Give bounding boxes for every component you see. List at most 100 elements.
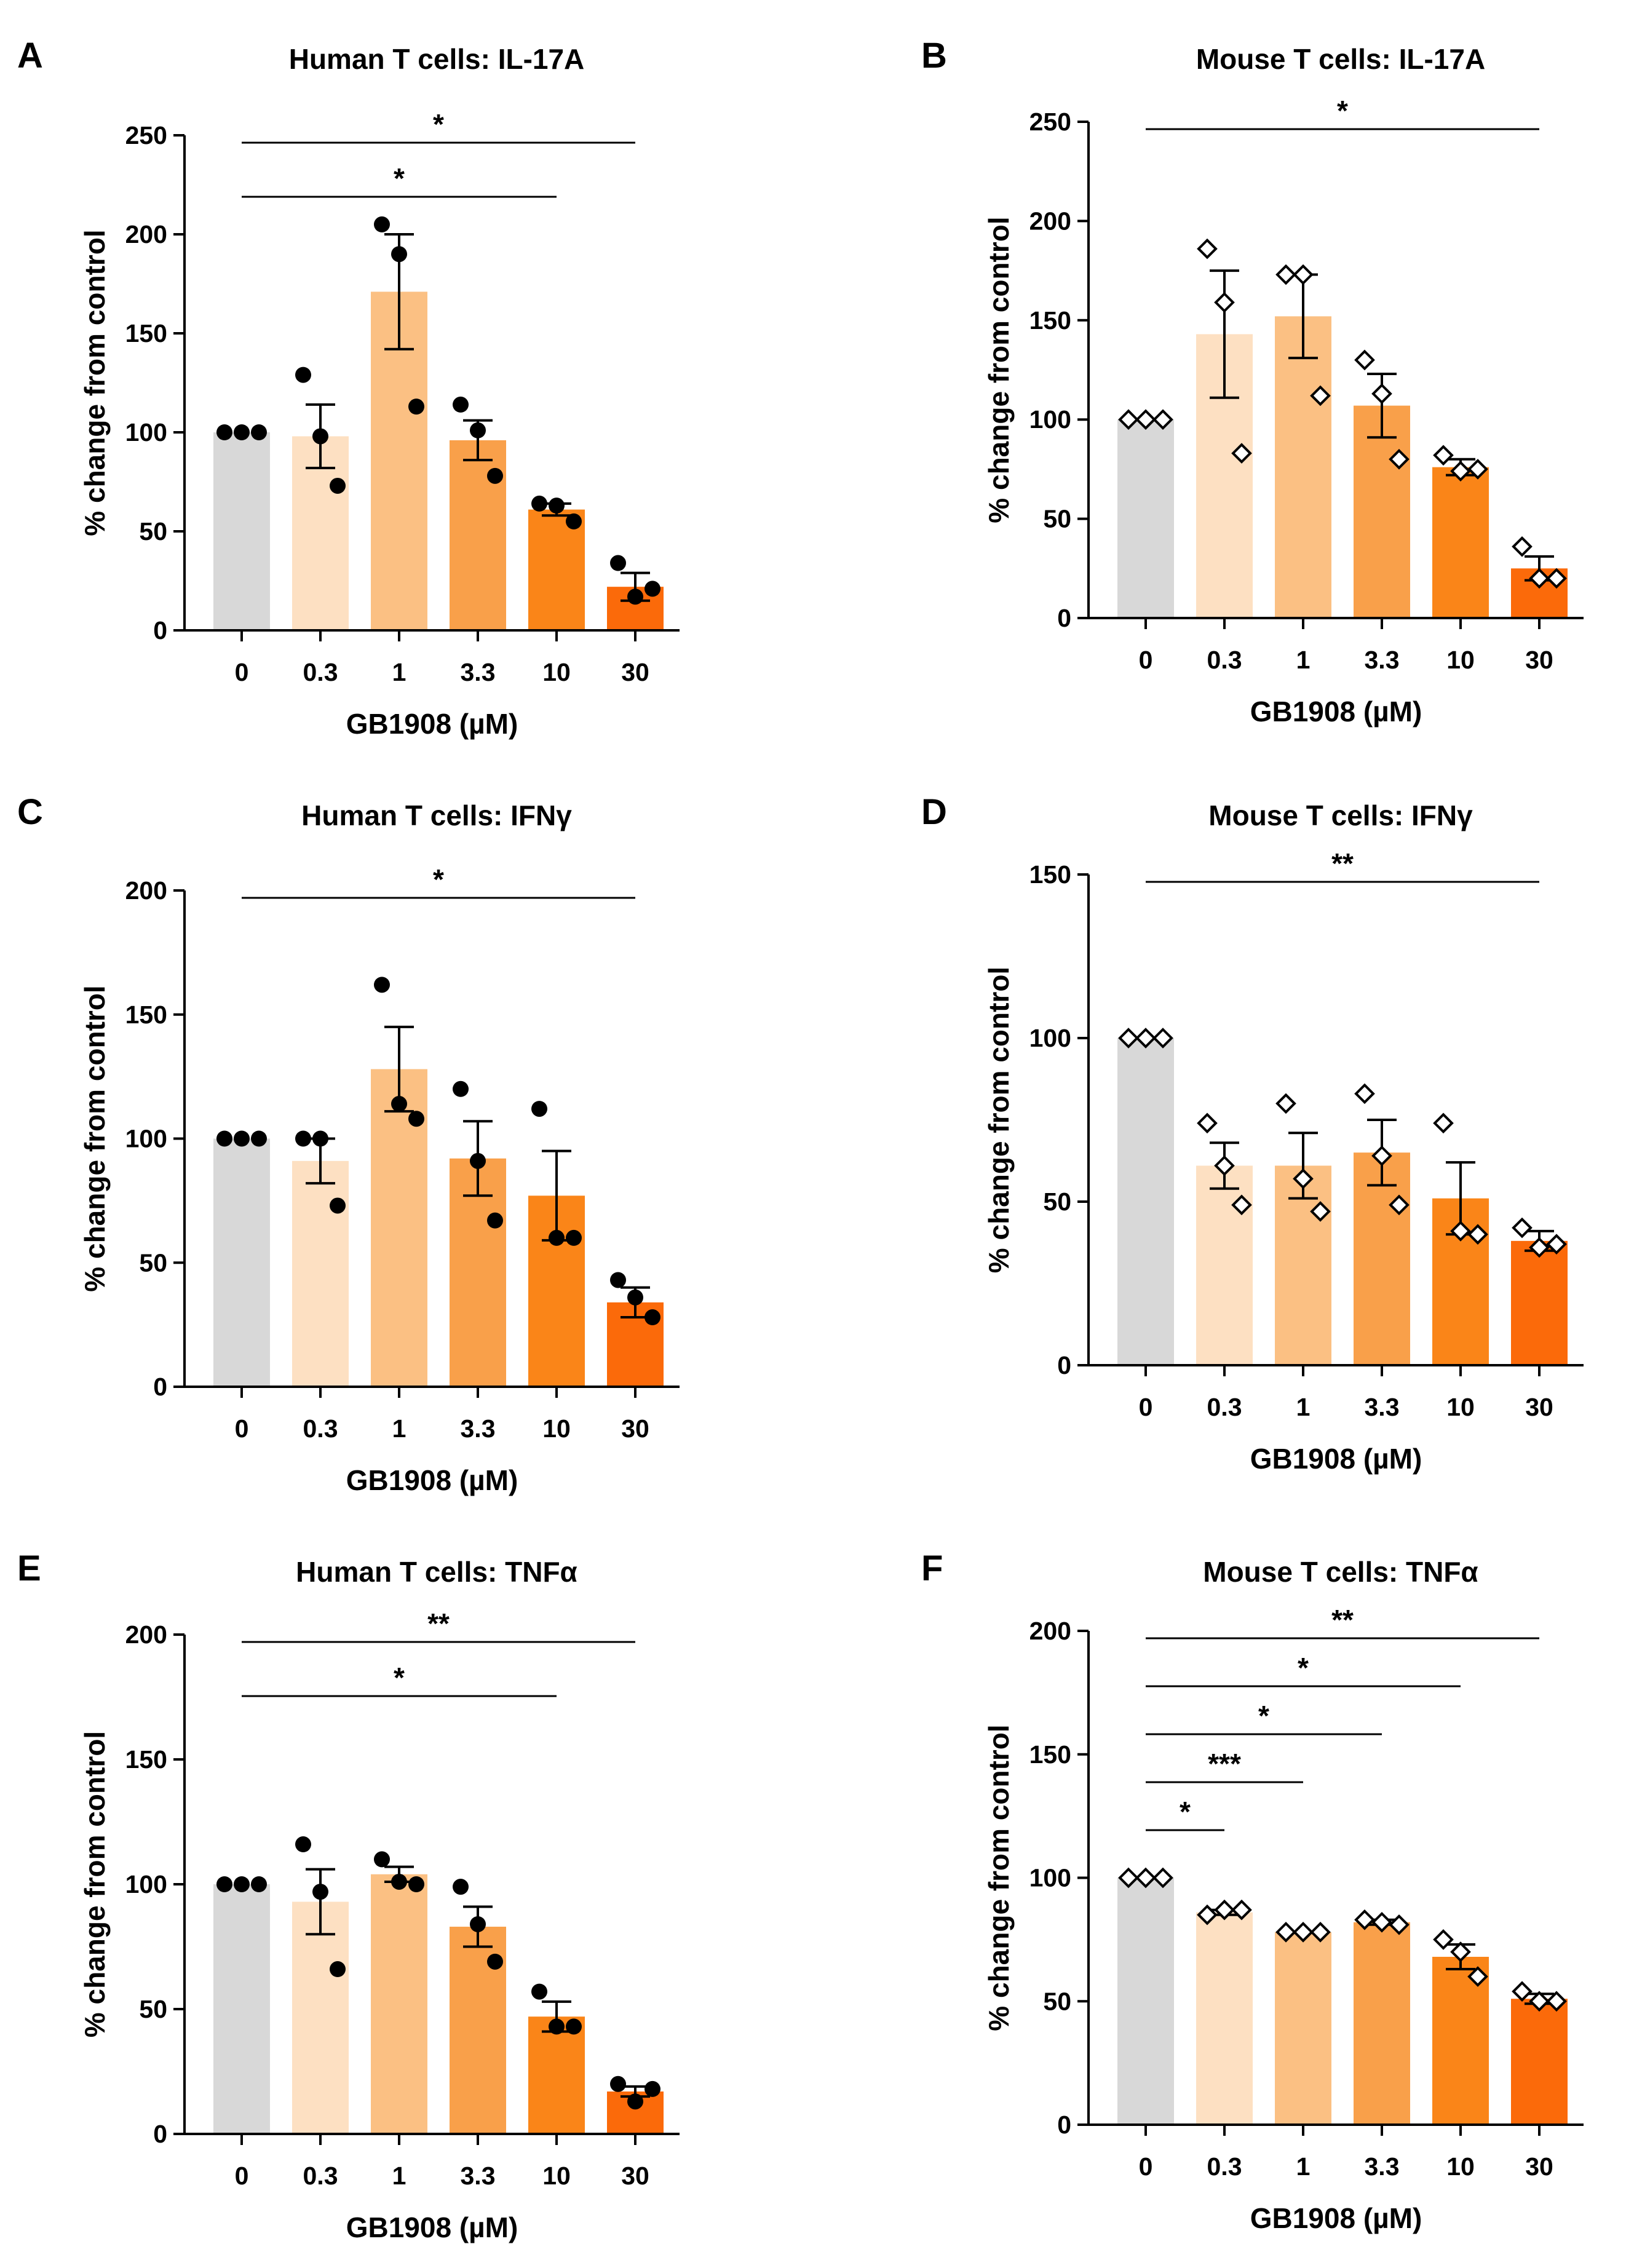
x-tick-label: 0 <box>235 1414 249 1443</box>
y-tick-label: 150 <box>1029 306 1071 335</box>
x-tick-label: 30 <box>1525 2152 1553 2181</box>
y-tick-label: 50 <box>139 517 167 545</box>
bar-30 <box>1511 1999 1568 2125</box>
data-point <box>1293 1168 1314 1189</box>
data-point <box>1152 409 1173 430</box>
data-point <box>610 555 626 571</box>
data-point <box>1197 238 1218 260</box>
y-tick-label: 200 <box>125 876 167 905</box>
data-point <box>566 513 582 529</box>
significance-label: * <box>1258 1700 1269 1732</box>
significance-label: * <box>1298 1652 1309 1684</box>
data-point <box>251 1130 267 1147</box>
data-point <box>234 1876 250 1892</box>
data-point <box>1354 1083 1375 1104</box>
x-tick-label: 3.3 <box>1365 1393 1400 1421</box>
bar-1 <box>1275 1932 1331 2125</box>
data-point <box>1214 1899 1235 1921</box>
data-point <box>1275 264 1296 285</box>
data-point <box>312 1884 328 1900</box>
x-tick-label: 1 <box>392 658 406 686</box>
y-axis-title: % change from control <box>79 985 111 1291</box>
data-point <box>1389 1194 1410 1216</box>
data-point <box>453 396 469 413</box>
data-point <box>1467 1224 1488 1245</box>
panel-letter: D <box>921 792 947 832</box>
data-point <box>391 1873 407 1890</box>
y-tick-label: 200 <box>125 220 167 248</box>
panel-c: C Human T cells: IFNγ 0 50 100 150 200 0 0.3 1 3.3… <box>17 792 680 1496</box>
data-point <box>1310 385 1331 406</box>
x-tick-label: 0 <box>1139 2152 1153 2181</box>
data-point <box>644 2080 660 2097</box>
bar-0 <box>213 432 270 630</box>
x-tick-label: 0 <box>1139 1393 1153 1421</box>
panel-d: D Mouse T cells: IFNγ 0 50 100 150 0 0.3 1 3.3 10 3… <box>921 792 1584 1475</box>
x-tick-label: 0.3 <box>1207 2152 1242 2181</box>
data-point <box>1512 1217 1533 1239</box>
x-tick-label: 0.3 <box>303 658 338 686</box>
data-point <box>295 367 311 383</box>
data-point <box>1310 1922 1331 1943</box>
data-point <box>251 1876 267 1892</box>
bar-0.3 <box>292 1160 349 1387</box>
x-tick-label: 10 <box>1446 2152 1475 2181</box>
panel-title: Human T cells: IL-17A <box>289 43 585 75</box>
significance-label: * <box>1337 95 1348 127</box>
bar-0.3 <box>1196 1165 1253 1365</box>
data-point <box>549 498 565 514</box>
data-point <box>1546 1991 1567 2012</box>
data-point <box>453 1080 469 1097</box>
data-point <box>391 246 407 263</box>
data-point <box>549 2018 565 2035</box>
data-point <box>1529 568 1550 589</box>
bar-3.3 <box>1354 1922 1410 2125</box>
bar-0 <box>1117 1877 1174 2125</box>
data-point <box>1512 1981 1533 2002</box>
y-tick-label: 50 <box>139 1995 167 2023</box>
x-tick-label: 1 <box>392 2162 406 2190</box>
x-tick-label: 1 <box>392 1414 406 1443</box>
data-point <box>627 2093 643 2110</box>
panel-title: Mouse T cells: IL-17A <box>1196 43 1485 75</box>
x-axis-title: GB1908 (µM) <box>1250 696 1422 728</box>
x-tick-label: 10 <box>1446 1393 1475 1421</box>
panel-title: Mouse T cells: TNFα <box>1203 1556 1478 1588</box>
data-point <box>1467 459 1488 480</box>
data-point <box>1529 1991 1550 2012</box>
y-tick-label: 250 <box>1029 108 1071 136</box>
x-tick-label: 3.3 <box>461 2162 496 2190</box>
data-point <box>1135 1867 1156 1889</box>
panel-b: B Mouse T cells: IL-17A 0 50 100 150 200 250 0 0.… <box>921 36 1584 728</box>
x-tick-label: 0 <box>235 658 249 686</box>
y-axis-title: % change from control <box>983 216 1015 523</box>
data-point <box>487 1212 503 1229</box>
data-point <box>487 1953 503 1970</box>
data-point <box>216 1130 232 1147</box>
data-point <box>234 1130 250 1147</box>
significance-label: ** <box>427 1608 450 1640</box>
bar-10 <box>528 509 585 630</box>
data-point <box>1135 1028 1156 1049</box>
x-tick-label: 10 <box>542 658 571 686</box>
x-tick-label: 0 <box>1139 646 1153 674</box>
x-tick-label: 1 <box>1296 646 1311 674</box>
y-tick-label: 100 <box>125 418 167 446</box>
data-point <box>1529 1237 1550 1258</box>
bar-0.3 <box>1196 1912 1253 2125</box>
data-point <box>216 424 232 440</box>
data-point <box>295 1836 311 1853</box>
x-axis-title: GB1908 (µM) <box>1250 2202 1422 2234</box>
bar-0 <box>1117 419 1174 618</box>
data-point <box>391 1096 407 1112</box>
y-tick-label: 100 <box>1029 1864 1071 1892</box>
data-point <box>1152 1028 1173 1049</box>
data-point <box>1118 1867 1139 1889</box>
x-tick-label: 30 <box>621 2162 649 2190</box>
x-tick-label: 30 <box>621 658 649 686</box>
data-point <box>627 589 643 605</box>
y-tick-label: 150 <box>1029 1740 1071 1769</box>
bar-1 <box>371 1874 427 2134</box>
data-point <box>374 977 390 993</box>
data-point <box>1214 1155 1235 1176</box>
